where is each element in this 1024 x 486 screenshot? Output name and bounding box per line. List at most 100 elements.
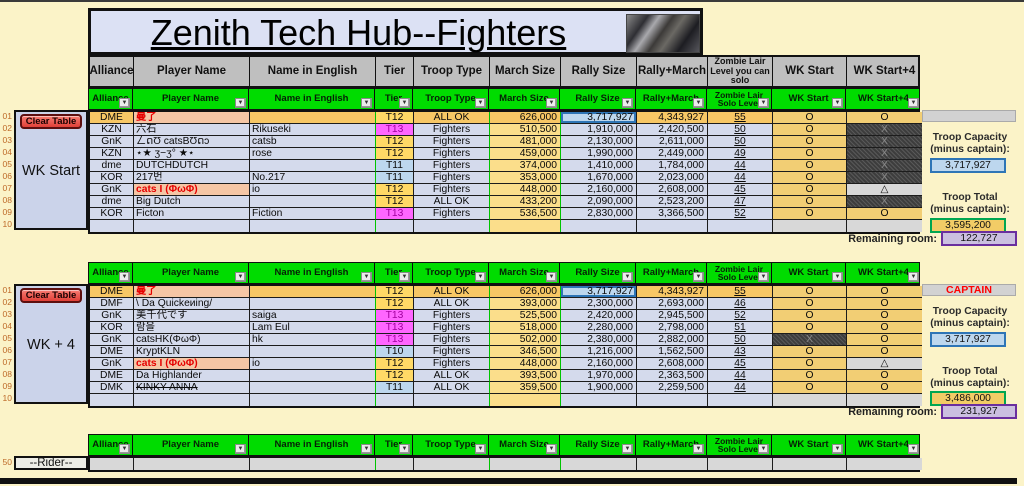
- cell-rally-size[interactable]: 1,900,000: [561, 382, 637, 394]
- cell-alliance[interactable]: KOR: [90, 172, 134, 184]
- cell-alliance[interactable]: DME: [90, 112, 134, 124]
- cell-troop-type[interactable]: ALL OK: [414, 196, 490, 208]
- cell-rally-march[interactable]: 2,259,500: [637, 382, 708, 394]
- cell-march-size[interactable]: [490, 458, 561, 470]
- cell-rally-size[interactable]: 1,410,000: [561, 160, 637, 172]
- cell-march-size[interactable]: 525,500: [490, 310, 561, 322]
- cell-name-english[interactable]: io: [250, 184, 376, 196]
- cell-lair-level[interactable]: 45: [708, 184, 773, 196]
- cell-march-size[interactable]: 626,000: [490, 286, 561, 298]
- cell-name-english[interactable]: catsb: [250, 136, 376, 148]
- cell-wk-start[interactable]: O: [773, 298, 847, 310]
- cell-lair-level[interactable]: 49: [708, 148, 773, 160]
- cell-wk-start4[interactable]: △: [847, 358, 922, 370]
- cell-rally-size[interactable]: 2,090,000: [561, 196, 637, 208]
- cell-rally-size[interactable]: 3,717,927: [561, 286, 637, 298]
- cell-player-name[interactable]: DUTCHDUTCH: [134, 160, 250, 172]
- cell-tier[interactable]: T11: [376, 382, 414, 394]
- cell-troop-type[interactable]: Fighters: [414, 334, 490, 346]
- cell-march-size[interactable]: 518,000: [490, 322, 561, 334]
- cell-wk-start4[interactable]: O: [847, 346, 922, 358]
- cell-lair-level[interactable]: 50: [708, 334, 773, 346]
- cell-name-english[interactable]: [250, 160, 376, 172]
- cell-lair-level[interactable]: 44: [708, 172, 773, 184]
- cell-name-english[interactable]: [250, 394, 376, 406]
- cell-wk-start[interactable]: O: [773, 286, 847, 298]
- cell-alliance[interactable]: GnK: [90, 136, 134, 148]
- filter-dropdown-button[interactable]: ▼: [758, 98, 769, 108]
- cell-lair-level[interactable]: 44: [708, 370, 773, 382]
- cell-troop-type[interactable]: Fighters: [414, 358, 490, 370]
- cell-troop-type[interactable]: Fighters: [414, 310, 490, 322]
- filter-dropdown-button[interactable]: ▼: [622, 98, 633, 108]
- filter-dropdown-button[interactable]: ▼: [235, 272, 246, 282]
- cell-wk-start[interactable]: O: [773, 322, 847, 334]
- cell-alliance[interactable]: [90, 394, 134, 406]
- filter-dropdown-button[interactable]: ▼: [475, 98, 486, 108]
- cell-wk-start[interactable]: O: [773, 124, 847, 136]
- cell-wk-start4[interactable]: [847, 458, 922, 470]
- cell-wk-start[interactable]: O: [773, 172, 847, 184]
- cell-name-english[interactable]: [250, 382, 376, 394]
- cell-wk-start[interactable]: O: [773, 184, 847, 196]
- cell-rally-size[interactable]: [561, 458, 637, 470]
- cell-rally-march[interactable]: 2,420,500: [637, 124, 708, 136]
- filter-dropdown-button[interactable]: ▼: [235, 444, 246, 454]
- cell-troop-type[interactable]: Fighters: [414, 160, 490, 172]
- cell-tier[interactable]: T10: [376, 346, 414, 358]
- filter-dropdown-button[interactable]: ▼: [546, 444, 557, 454]
- cell-alliance[interactable]: KOR: [90, 322, 134, 334]
- cell-alliance[interactable]: DME: [90, 370, 134, 382]
- cell-tier[interactable]: T13: [376, 310, 414, 322]
- cell-player-name[interactable]: Big Dutch: [134, 196, 250, 208]
- cell-player-name[interactable]: 217번: [134, 172, 250, 184]
- filter-dropdown-button[interactable]: ▼: [693, 444, 704, 454]
- cell-name-english[interactable]: No.217: [250, 172, 376, 184]
- cell-rally-size[interactable]: 1,216,000: [561, 346, 637, 358]
- cell-rally-size[interactable]: 2,160,000: [561, 184, 637, 196]
- cell-troop-type[interactable]: Fighters: [414, 208, 490, 220]
- cell-alliance[interactable]: dme: [90, 196, 134, 208]
- cell-wk-start[interactable]: [773, 458, 847, 470]
- cell-wk-start[interactable]: X: [773, 334, 847, 346]
- cell-wk-start[interactable]: O: [773, 382, 847, 394]
- cell-lair-level[interactable]: 52: [708, 208, 773, 220]
- cell-tier[interactable]: T12: [376, 136, 414, 148]
- filter-dropdown-button[interactable]: ▼: [908, 272, 919, 282]
- cell-rally-size[interactable]: 1,990,000: [561, 148, 637, 160]
- cell-march-size[interactable]: 393,500: [490, 370, 561, 382]
- cell-lair-level[interactable]: 55: [708, 286, 773, 298]
- cell-rally-march[interactable]: 1,784,000: [637, 160, 708, 172]
- cell-alliance[interactable]: GnK: [90, 358, 134, 370]
- cell-rally-size[interactable]: 1,970,000: [561, 370, 637, 382]
- filter-dropdown-button[interactable]: ▼: [622, 272, 633, 282]
- cell-wk-start4[interactable]: X: [847, 160, 922, 172]
- clear-table-button[interactable]: Clear Table: [20, 114, 82, 129]
- cell-player-name[interactable]: catsHK(ΦωΦ): [134, 334, 250, 346]
- filter-dropdown-button[interactable]: ▼: [832, 98, 843, 108]
- cell-rally-size[interactable]: 2,830,000: [561, 208, 637, 220]
- cell-troop-type[interactable]: [414, 394, 490, 406]
- filter-dropdown-button[interactable]: ▼: [832, 444, 843, 454]
- cell-alliance[interactable]: [90, 220, 134, 232]
- cell-name-english[interactable]: io: [250, 358, 376, 370]
- cell-wk-start4[interactable]: X: [847, 172, 922, 184]
- cell-name-english[interactable]: [250, 298, 376, 310]
- cell-player-name[interactable]: \ Da Quickeиing/: [134, 298, 250, 310]
- cell-rally-march[interactable]: 2,945,500: [637, 310, 708, 322]
- cell-tier[interactable]: T12: [376, 370, 414, 382]
- filter-dropdown-button[interactable]: ▼: [399, 272, 410, 282]
- cell-troop-type[interactable]: Fighters: [414, 148, 490, 160]
- cell-rally-size[interactable]: 2,300,000: [561, 298, 637, 310]
- cell-wk-start4[interactable]: △: [847, 184, 922, 196]
- cell-tier[interactable]: [376, 458, 414, 470]
- cell-wk-start[interactable]: O: [773, 196, 847, 208]
- cell-alliance[interactable]: [90, 458, 134, 470]
- cell-troop-type[interactable]: ALL OK: [414, 370, 490, 382]
- cell-lair-level[interactable]: 45: [708, 358, 773, 370]
- filter-dropdown-button[interactable]: ▼: [361, 272, 372, 282]
- filter-dropdown-button[interactable]: ▼: [119, 98, 130, 108]
- cell-lair-level[interactable]: 47: [708, 196, 773, 208]
- cell-rally-march[interactable]: 2,798,000: [637, 322, 708, 334]
- cell-troop-type[interactable]: Fighters: [414, 322, 490, 334]
